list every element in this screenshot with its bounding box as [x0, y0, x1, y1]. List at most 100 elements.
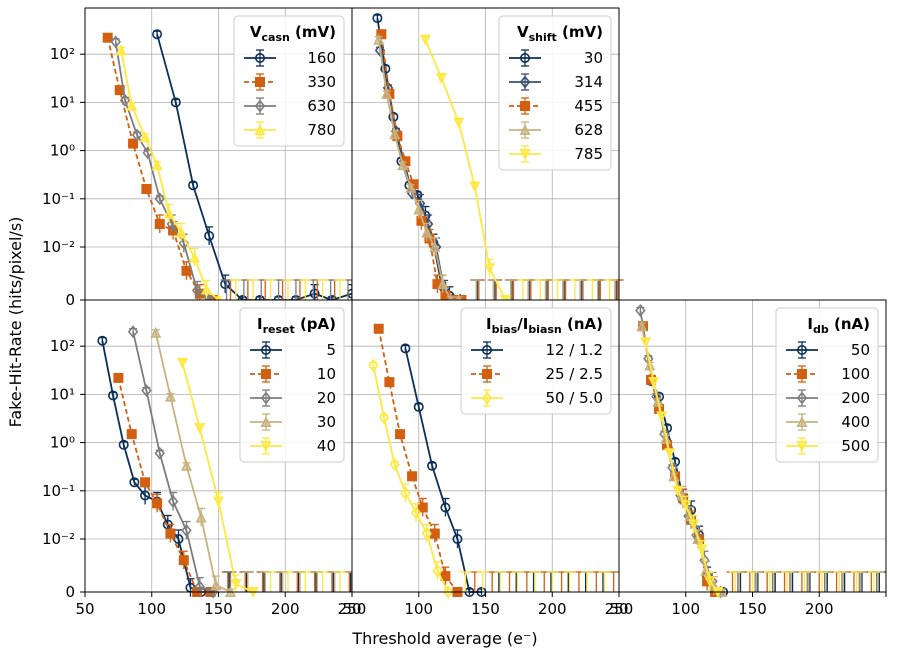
data-point: [119, 93, 131, 107]
legend: Idb (nA) 50 100 200 400 500: [775, 307, 879, 463]
data-point: [421, 527, 432, 540]
legend-marker: [796, 391, 808, 405]
x-tick-label: 50: [75, 600, 94, 618]
data-point: [141, 384, 152, 398]
data-point: [118, 439, 129, 450]
data-point: [640, 337, 652, 349]
legend-item: 500: [786, 437, 870, 455]
series-500: [640, 337, 880, 598]
legend-item: 12 / 1.2: [471, 341, 603, 359]
legend-item: 100: [786, 365, 870, 383]
legend-label: 100: [841, 365, 870, 383]
data-point: [309, 288, 320, 299]
legend-marker: [260, 416, 272, 428]
series-505.0: [368, 358, 611, 599]
legend-marker: [481, 344, 492, 355]
panel-bottom-right: 50 100 150 200 Idb (nA) 50 100 200 400 500: [609, 299, 887, 618]
data-point: [435, 73, 447, 85]
x-tick-label: 200: [271, 600, 300, 618]
legend: Ireset (pA) 5 10 20 30 40: [239, 307, 345, 463]
data-point: [213, 496, 224, 508]
legend-item: 400: [786, 413, 870, 431]
x-tick-label: 150: [204, 600, 233, 618]
data-point: [152, 29, 163, 40]
legend-item: 5: [250, 341, 336, 359]
data-point: [191, 283, 203, 297]
data-point: [378, 411, 390, 425]
data-point: [150, 326, 162, 338]
legend-label: 785: [574, 145, 603, 163]
legend-marker: [260, 391, 272, 405]
legend-label: 50: [851, 341, 870, 359]
data-point: [672, 485, 684, 497]
legend-marker: [260, 368, 271, 379]
y-tick-label: 10¹: [50, 93, 75, 111]
x-axis-label: Threshold average (e⁻): [351, 629, 537, 648]
data-point: [429, 241, 441, 252]
data-point: [167, 495, 179, 508]
data-point: [410, 506, 422, 520]
legend-label: 5: [326, 341, 336, 359]
legend-item: 455: [509, 97, 603, 115]
data-point: [140, 477, 151, 488]
legend-title: Vshift (mV): [517, 23, 603, 44]
series-252.5: [373, 323, 620, 597]
data-point: [389, 128, 401, 140]
data-point: [131, 128, 143, 142]
legend-title: Vcasn (mV): [250, 23, 336, 44]
y-tick-label: 10⁻¹: [42, 482, 75, 500]
data-point: [151, 159, 163, 171]
data-point: [175, 226, 187, 238]
data-point: [437, 278, 449, 290]
legend-label: 20: [317, 389, 336, 407]
data-point: [173, 533, 184, 544]
data-point: [419, 34, 431, 46]
legend-label: 12 / 1.2: [545, 341, 603, 359]
data-point: [152, 498, 163, 509]
data-point: [110, 35, 121, 49]
data-point: [407, 471, 418, 482]
x-tick-label: 100: [404, 600, 433, 618]
x-tick-label: 250: [605, 600, 634, 618]
data-point: [648, 377, 660, 389]
data-point: [452, 533, 463, 544]
data-point: [440, 502, 451, 513]
data-point: [129, 477, 140, 488]
legend-label: 30: [317, 413, 336, 431]
y-tick-label: 10⁰: [50, 434, 75, 452]
legend-label: 10: [317, 365, 336, 383]
data-point: [680, 500, 692, 512]
legend-item: 40: [250, 437, 336, 455]
y-tick-label: 10²: [50, 45, 75, 63]
data-point: [417, 502, 428, 513]
data-point: [178, 555, 189, 566]
data-point: [368, 358, 379, 372]
series-line: [424, 39, 507, 301]
legend-marker: [519, 75, 531, 89]
x-ticks: 50 100 150 200 250: [75, 592, 366, 618]
data-point: [102, 32, 113, 43]
data-point: [397, 159, 409, 171]
y-tick-label: 0: [65, 291, 75, 309]
data-point: [230, 579, 242, 591]
legend-title: Idb (nA): [807, 315, 870, 336]
data-point: [194, 423, 206, 435]
legend-marker: [796, 416, 808, 428]
legend-box: [460, 307, 612, 415]
legend-item: 200: [786, 389, 870, 407]
legend-item: 785: [509, 145, 603, 163]
data-point: [400, 343, 411, 354]
legend-label: 50 / 5.0: [545, 389, 603, 407]
data-point: [165, 528, 176, 539]
data-point: [188, 180, 199, 191]
data-point: [636, 320, 648, 332]
data-point: [374, 43, 386, 57]
data-point: [204, 230, 215, 241]
data-point: [180, 459, 192, 471]
y-tick-label: 10⁰: [50, 142, 75, 160]
data-point: [115, 44, 127, 56]
x-ticks: 50 100 150 200 250: [342, 592, 633, 618]
x-tick-label: 200: [805, 600, 834, 618]
legend-item: 160: [244, 49, 336, 67]
